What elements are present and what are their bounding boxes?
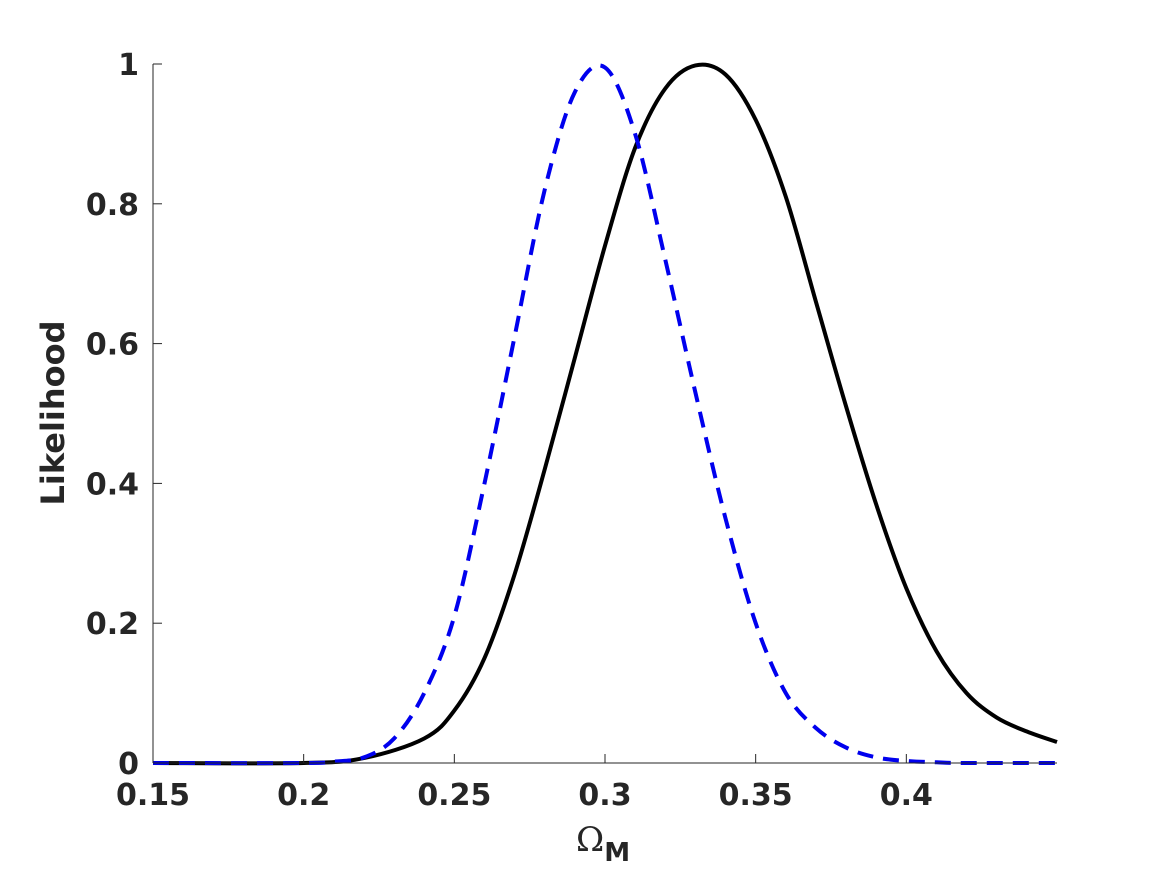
- y-tick-label: 0.2: [86, 607, 139, 642]
- x-tick-label: 0.2: [277, 778, 330, 813]
- y-tick-label: 0.6: [86, 328, 139, 363]
- y-axis-label: Likelihood: [34, 320, 72, 505]
- x-tick-label: 0.25: [417, 778, 491, 813]
- plot-area: [152, 62, 1058, 766]
- x-tick-label: 0.35: [719, 778, 793, 813]
- x-axis-label-symbol: Ω: [576, 820, 604, 860]
- axes: 0.15 0.2 0.25 0.3 0.35 0.4 0 0.2 0.4 0.6 0.8 1: [86, 48, 1057, 813]
- x-tick-label: 0.3: [578, 778, 631, 813]
- x-axis-label-subscript: M: [604, 838, 630, 868]
- y-tick-label: 0.8: [86, 188, 139, 223]
- x-axis-label: ΩM: [576, 820, 630, 868]
- x-tick-label: 0.4: [880, 778, 933, 813]
- x-tick-label: 0.15: [116, 778, 190, 813]
- y-tick-label: 0.4: [86, 467, 139, 502]
- series-line-1-solid: [152, 62, 1058, 766]
- y-tick-label: 0: [118, 747, 139, 782]
- series-line-2-dashed: [152, 63, 1058, 766]
- y-tick-label: 1: [118, 48, 139, 83]
